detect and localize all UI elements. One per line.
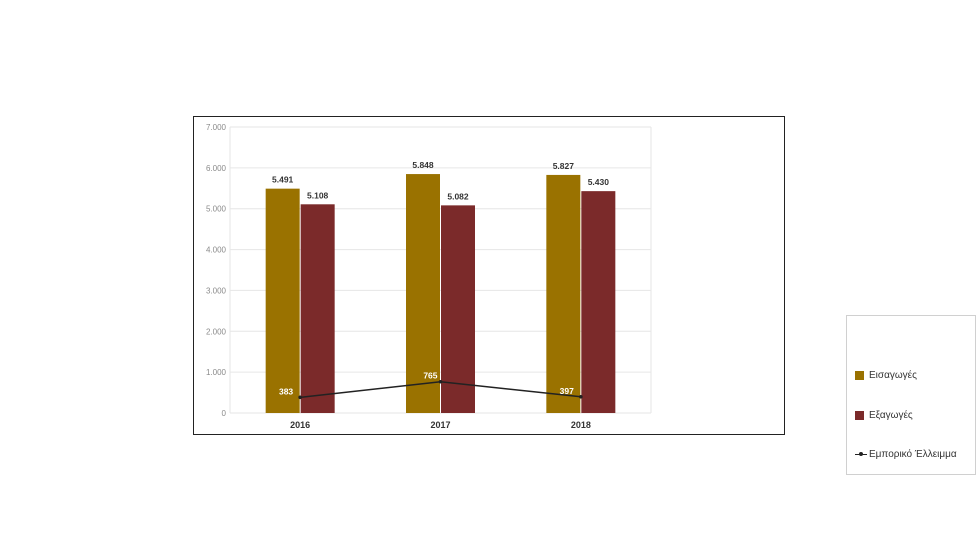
deficit-value-label: 383 xyxy=(279,386,293,396)
y-tick-label: 7.000 xyxy=(206,123,227,132)
bar-value-label: 5.848 xyxy=(412,160,434,170)
bar-imports xyxy=(546,174,581,413)
legend-label-imports: Εισαγωγές xyxy=(869,369,917,381)
deficit-value-label: 397 xyxy=(560,386,574,396)
bar-value-label: 5.082 xyxy=(447,191,469,201)
data-labels: 5.491 5.848 5.827 5.108 5.082 5.430 383 765 397 xyxy=(272,160,609,396)
y-tick-label: 3.000 xyxy=(206,286,227,295)
bar-exports xyxy=(441,205,475,413)
bar-line-chart: 0 1.000 2.000 3.000 4.000 5.000 6.000 7.000 5.4… xyxy=(206,123,652,430)
bar-exports xyxy=(581,191,616,413)
x-tick-label: 2018 xyxy=(571,420,591,430)
deficit-line-path xyxy=(300,380,581,399)
deficit-point xyxy=(579,394,583,399)
y-tick-label: 0 xyxy=(222,409,227,418)
legend-line-marker-icon xyxy=(855,450,867,459)
bar-value-label: 5.430 xyxy=(588,177,610,187)
x-tick-label: 2017 xyxy=(430,420,450,430)
bar-value-label: 5.491 xyxy=(272,175,294,185)
deficit-point xyxy=(438,379,443,384)
legend-item-deficit: Εμπορικό Έλλειμμα xyxy=(855,447,957,461)
x-tick-label: 2016 xyxy=(290,420,310,430)
legend-item-exports: Εξαγωγές xyxy=(855,408,913,422)
deficit-value-label: 765 xyxy=(423,371,437,381)
legend: Εισαγωγές Εξαγωγές Εμπορικό Έλλειμμα xyxy=(846,315,976,475)
y-axis-ticks: 0 1.000 2.000 3.000 4.000 5.000 6.000 7.000 xyxy=(206,123,227,418)
y-tick-label: 2.000 xyxy=(206,327,227,336)
legend-label-exports: Εξαγωγές xyxy=(869,409,913,421)
chart-frame: 0 1.000 2.000 3.000 4.000 5.000 6.000 7.000 5.4… xyxy=(193,116,976,475)
bar-value-label: 5.827 xyxy=(553,161,575,171)
legend-swatch-exports xyxy=(855,410,864,420)
bar-value-label: 5.108 xyxy=(307,190,329,200)
legend-label-deficit: Εμπορικό Έλλειμμα xyxy=(869,448,957,460)
deficit-point xyxy=(298,395,302,400)
legend-item-imports: Εισαγωγές xyxy=(855,368,917,382)
y-tick-label: 5.000 xyxy=(206,205,227,214)
y-tick-label: 4.000 xyxy=(206,246,227,255)
deficit-line xyxy=(298,379,583,400)
y-tick-label: 6.000 xyxy=(206,164,227,173)
gridlines xyxy=(229,126,652,414)
bars xyxy=(265,174,616,413)
bar-imports xyxy=(406,174,440,413)
y-tick-label: 1.000 xyxy=(206,368,227,377)
x-axis-labels: 2016 2017 2018 xyxy=(290,420,591,430)
legend-swatch-imports xyxy=(855,370,864,380)
bar-exports xyxy=(300,204,335,413)
bar-imports xyxy=(265,188,300,413)
